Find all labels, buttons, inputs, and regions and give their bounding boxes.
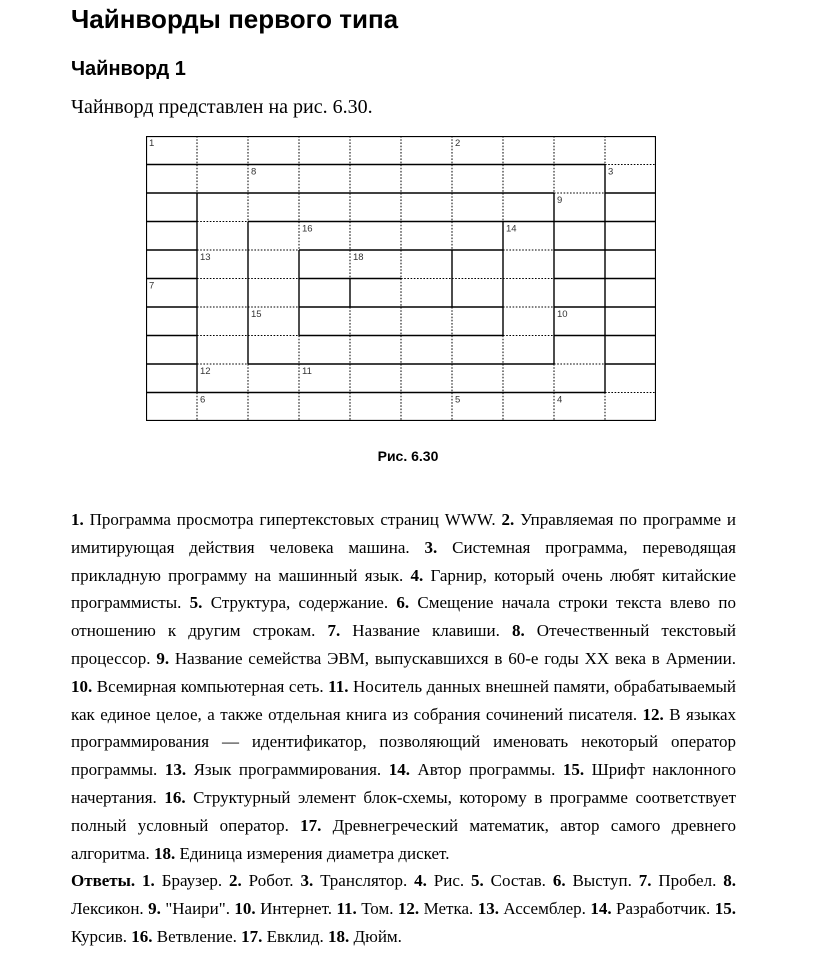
svg-text:4: 4 [557, 395, 562, 406]
svg-text:9: 9 [557, 195, 562, 206]
svg-text:16: 16 [302, 224, 313, 235]
svg-text:12: 12 [200, 366, 211, 377]
svg-text:18: 18 [353, 252, 364, 263]
svg-text:13: 13 [200, 252, 211, 263]
svg-text:8: 8 [251, 167, 256, 178]
svg-text:7: 7 [149, 281, 154, 292]
svg-text:2: 2 [455, 138, 460, 149]
svg-text:5: 5 [455, 395, 460, 406]
svg-text:15: 15 [251, 309, 262, 320]
svg-text:11: 11 [302, 366, 312, 377]
svg-text:6: 6 [200, 395, 205, 406]
svg-text:14: 14 [506, 224, 517, 235]
svg-text:1: 1 [149, 138, 154, 149]
svg-text:3: 3 [608, 167, 613, 178]
svg-text:10: 10 [557, 309, 568, 320]
